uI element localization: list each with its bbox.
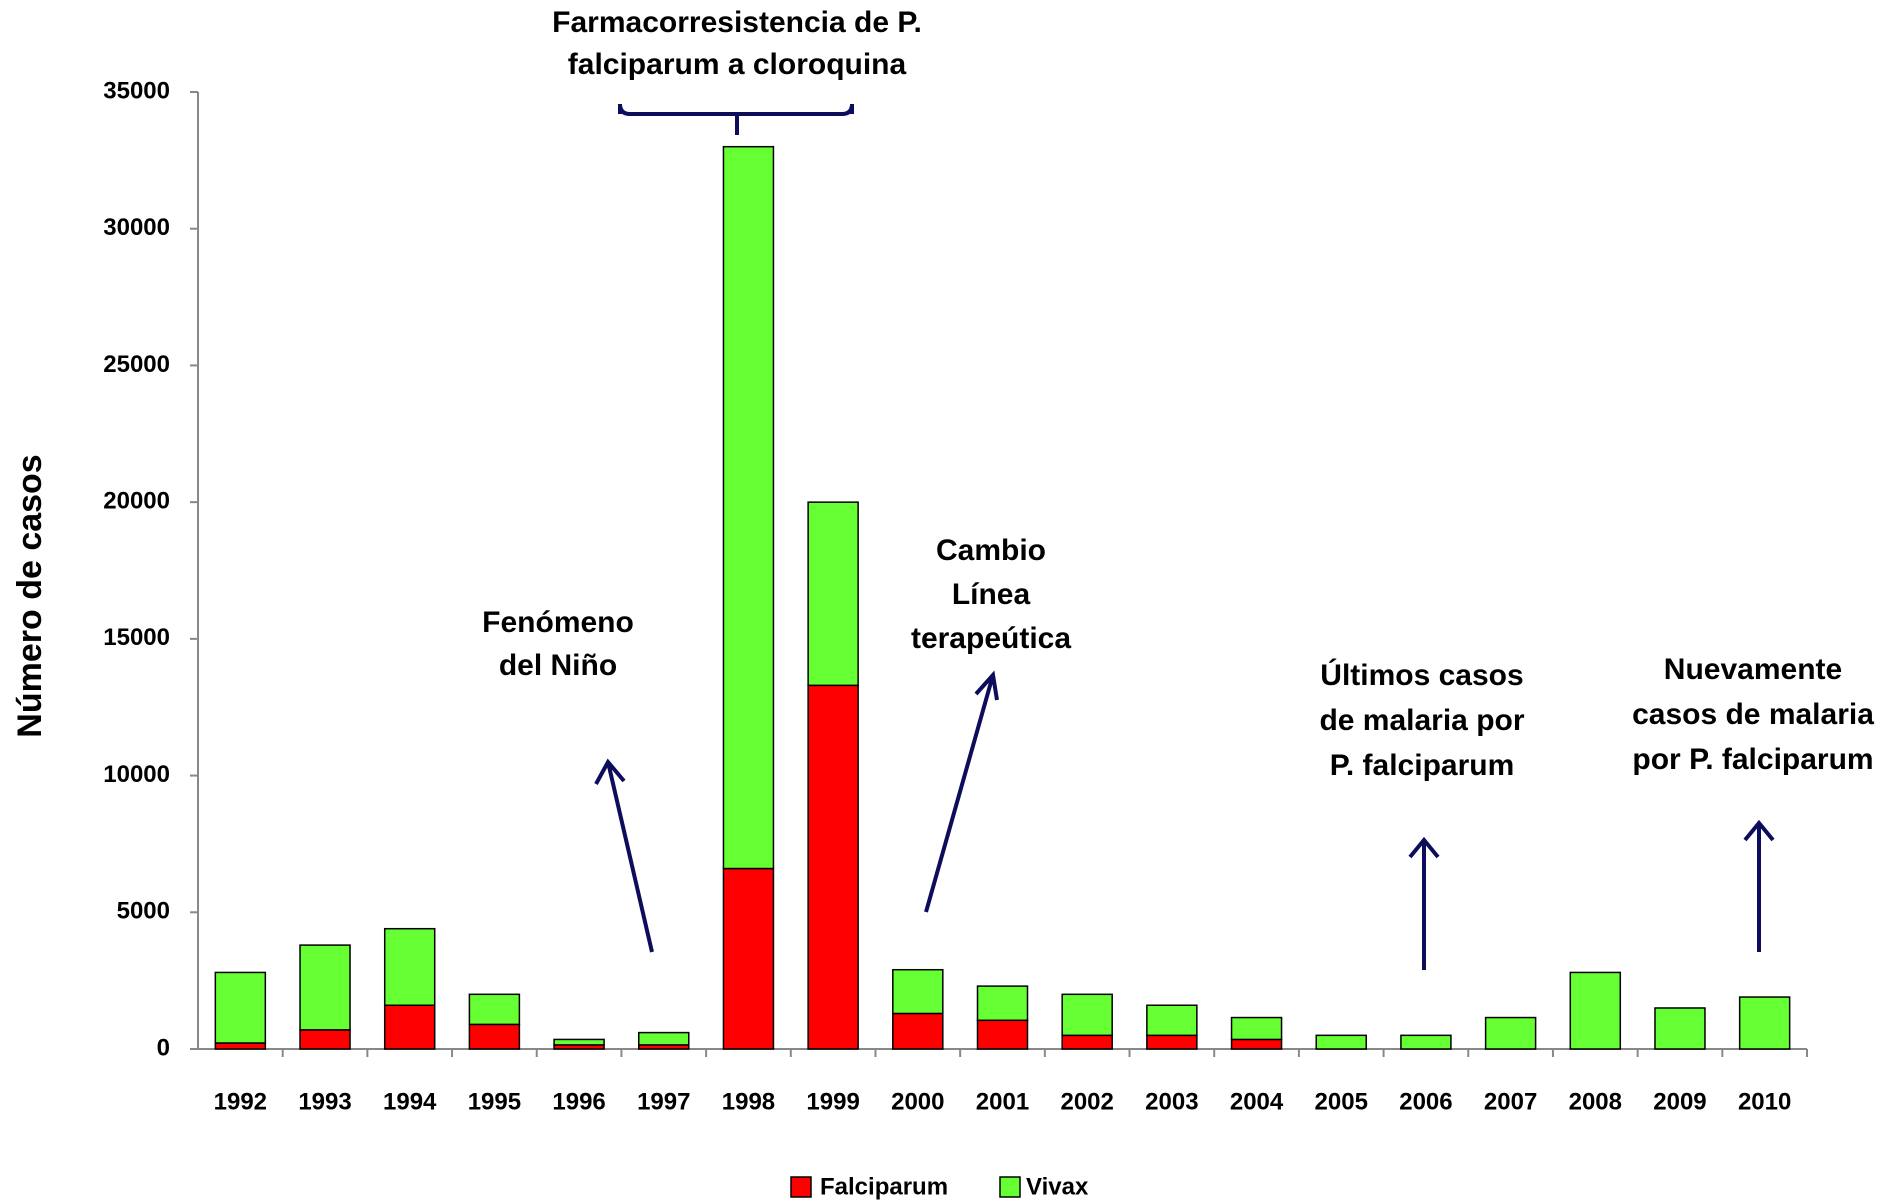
bar-segment bbox=[1738, 996, 1791, 1050]
x-tick-label: 2004 bbox=[1230, 1088, 1284, 1115]
annotation: casos de malaria bbox=[1632, 698, 1874, 731]
bar-segment bbox=[892, 1012, 944, 1050]
x-tick-label: 2005 bbox=[1315, 1088, 1368, 1115]
bar-segment bbox=[1484, 1016, 1537, 1050]
bar-segment bbox=[1061, 1034, 1113, 1050]
x-tick-label: 2009 bbox=[1653, 1088, 1706, 1115]
bar-segment bbox=[1654, 1007, 1706, 1050]
legend-swatch bbox=[790, 1176, 812, 1198]
y-tick-label: 35000 bbox=[103, 77, 170, 104]
y-tick-label: 10000 bbox=[103, 761, 170, 788]
bar-segment bbox=[383, 927, 436, 1007]
legend-swatch bbox=[999, 1176, 1021, 1198]
bar-segment bbox=[722, 145, 775, 870]
legend-label: Vivax bbox=[1026, 1173, 1089, 1200]
annotation: Nuevamente bbox=[1664, 653, 1842, 686]
bar-segment bbox=[1146, 1034, 1198, 1050]
x-tick-label: 2007 bbox=[1484, 1088, 1537, 1115]
annotation: por P. falciparum bbox=[1632, 743, 1873, 776]
x-tick-label: 1996 bbox=[552, 1088, 605, 1115]
x-tick-label: 2008 bbox=[1569, 1088, 1622, 1115]
y-tick-label: 30000 bbox=[103, 214, 170, 241]
bar-segment bbox=[468, 993, 521, 1026]
bar-segment bbox=[1230, 1038, 1283, 1050]
bar-segment bbox=[638, 1031, 690, 1046]
legend-label: Falciparum bbox=[820, 1173, 948, 1200]
x-tick-label: 2001 bbox=[976, 1088, 1029, 1115]
annotation: Farmacorresistencia de P. bbox=[552, 6, 922, 39]
annotation: Línea bbox=[952, 578, 1031, 611]
bar-segment bbox=[299, 1029, 351, 1050]
x-tick-label: 1992 bbox=[214, 1088, 267, 1115]
x-tick-label: 2002 bbox=[1060, 1088, 1113, 1115]
bar-segment bbox=[1569, 971, 1622, 1050]
annotation: Últimos casos bbox=[1320, 658, 1523, 692]
y-tick-label: 0 bbox=[157, 1034, 170, 1061]
bar-segment bbox=[1146, 1004, 1198, 1037]
y-tick-label: 20000 bbox=[103, 487, 170, 514]
bar-segment bbox=[892, 968, 944, 1015]
x-tick-label: 2000 bbox=[891, 1088, 944, 1115]
arrow bbox=[1743, 819, 1775, 952]
y-tick-label: 15000 bbox=[103, 624, 170, 651]
x-tick-label: 2010 bbox=[1738, 1088, 1791, 1115]
annotation: del Niño bbox=[499, 649, 617, 682]
x-tick-label: 2006 bbox=[1399, 1088, 1452, 1115]
bar-segment bbox=[976, 1019, 1029, 1050]
annotation: Fenómeno bbox=[482, 606, 634, 639]
x-tick-label: 1997 bbox=[637, 1088, 690, 1115]
bar-segment bbox=[383, 1004, 436, 1050]
x-tick-label: 1995 bbox=[468, 1088, 521, 1115]
bar-segment bbox=[807, 684, 859, 1050]
bar-segment bbox=[299, 944, 351, 1031]
bar-segment bbox=[553, 1038, 605, 1046]
y-tick-label: 25000 bbox=[103, 351, 170, 378]
bar-segment bbox=[722, 867, 775, 1050]
bar-segment bbox=[468, 1023, 521, 1050]
x-tick-label: 1993 bbox=[298, 1088, 351, 1115]
annotation-arrows bbox=[594, 103, 1775, 970]
bar-segment bbox=[1061, 993, 1113, 1037]
arrow bbox=[924, 670, 999, 913]
annotation: de malaria por bbox=[1319, 704, 1524, 737]
bar-segment bbox=[1400, 1034, 1452, 1050]
bar-segment bbox=[1315, 1034, 1367, 1050]
x-tick-label: 2003 bbox=[1145, 1088, 1198, 1115]
annotation: terapeútica bbox=[911, 622, 1071, 655]
annotation: Cambio bbox=[936, 534, 1046, 567]
arrow bbox=[594, 758, 654, 953]
brace bbox=[618, 103, 854, 135]
annotation: falciparum a cloroquina bbox=[568, 48, 907, 81]
x-tick-label: 1994 bbox=[383, 1088, 437, 1115]
y-tick-label: 5000 bbox=[117, 898, 170, 925]
bar-segment bbox=[976, 985, 1029, 1022]
y-axis-label: Número de casos bbox=[11, 454, 49, 737]
arrow bbox=[1408, 836, 1440, 970]
x-tick-label: 1998 bbox=[722, 1088, 775, 1115]
bar-segment bbox=[214, 971, 267, 1044]
bar-segment bbox=[214, 1042, 267, 1050]
x-tick-label: 1999 bbox=[806, 1088, 859, 1115]
annotation: P. falciparum bbox=[1330, 749, 1515, 782]
bar-segment bbox=[807, 501, 859, 687]
bar-segment bbox=[1230, 1016, 1283, 1041]
